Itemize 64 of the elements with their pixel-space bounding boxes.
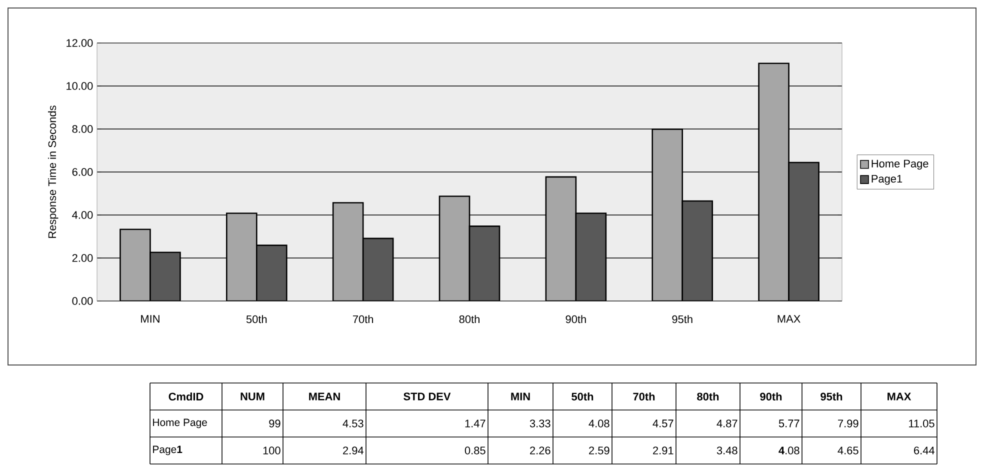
text: 2.91 (653, 446, 674, 454)
text: 4.87 (716, 420, 738, 428)
bar (120, 228, 151, 301)
text: 1.47 (465, 420, 486, 428)
bar (468, 226, 500, 301)
bar (788, 162, 820, 301)
category-label: 95th (820, 392, 842, 401)
bar (438, 196, 470, 301)
bar (545, 176, 577, 301)
x-tick-label: 50th (246, 315, 267, 324)
bar (362, 238, 394, 301)
category-label: NUM (240, 392, 264, 400)
text: 4.57 (652, 420, 674, 428)
y-tick-label: 2.00 (72, 254, 93, 262)
bar (226, 212, 258, 301)
category-label: 70th (633, 392, 655, 401)
category-label: 50th (572, 392, 594, 401)
text: 4.08 (588, 420, 610, 428)
bar (575, 212, 607, 301)
x-tick-label: 95th (672, 315, 692, 324)
y-tick-label: 8.00 (72, 125, 93, 133)
text: 2.26 (530, 446, 550, 454)
category-label: STD DEV (404, 392, 451, 400)
x-tick-label: 70th (352, 315, 374, 324)
category-label: MAX (888, 392, 912, 400)
text: 3.48 (716, 446, 738, 454)
text: 4.65 (838, 446, 858, 454)
text: 99 (269, 420, 280, 428)
text: 4.08 (778, 446, 800, 454)
text: 0.85 (464, 446, 486, 454)
legend-label: Home Page (872, 160, 928, 170)
text: 2.94 (343, 446, 364, 454)
y-tick-label: 6.00 (72, 168, 93, 176)
y-tick-label: 10.00 (66, 82, 93, 90)
category-label: 90th (760, 392, 782, 401)
text: 5.77 (778, 420, 800, 428)
x-tick-label: 80th (459, 315, 480, 324)
text: Page1 (153, 446, 182, 456)
y-tick-label: 12.00 (66, 39, 93, 47)
text: Home Page (153, 418, 207, 428)
legend-label: Page1 (872, 174, 902, 185)
text: 4.53 (342, 420, 364, 428)
text: 7.99 (838, 420, 858, 428)
y-axis-title: Response Time in Seconds (48, 106, 58, 238)
x-tick-label: 90th (566, 315, 586, 324)
text: 6.44 (914, 446, 934, 454)
bar (332, 202, 364, 301)
x-tick-label: MAX (778, 315, 800, 323)
bar (150, 252, 181, 301)
category-label: MIN (511, 392, 530, 400)
text: 100 (263, 446, 280, 454)
bar (256, 244, 288, 301)
category-label: CmdID (168, 392, 204, 401)
bar (652, 128, 684, 301)
text: 2.59 (589, 446, 610, 454)
y-tick-label: 4.00 (72, 211, 93, 219)
text: 11.05 (909, 420, 934, 428)
x-tick-label: MIN (141, 315, 160, 323)
bar (682, 200, 714, 301)
bar (758, 62, 790, 301)
category-label: MEAN (309, 392, 340, 400)
text: 3.33 (530, 420, 550, 428)
y-tick-label: 0.00 (72, 297, 93, 305)
category-label: 80th (697, 392, 719, 401)
